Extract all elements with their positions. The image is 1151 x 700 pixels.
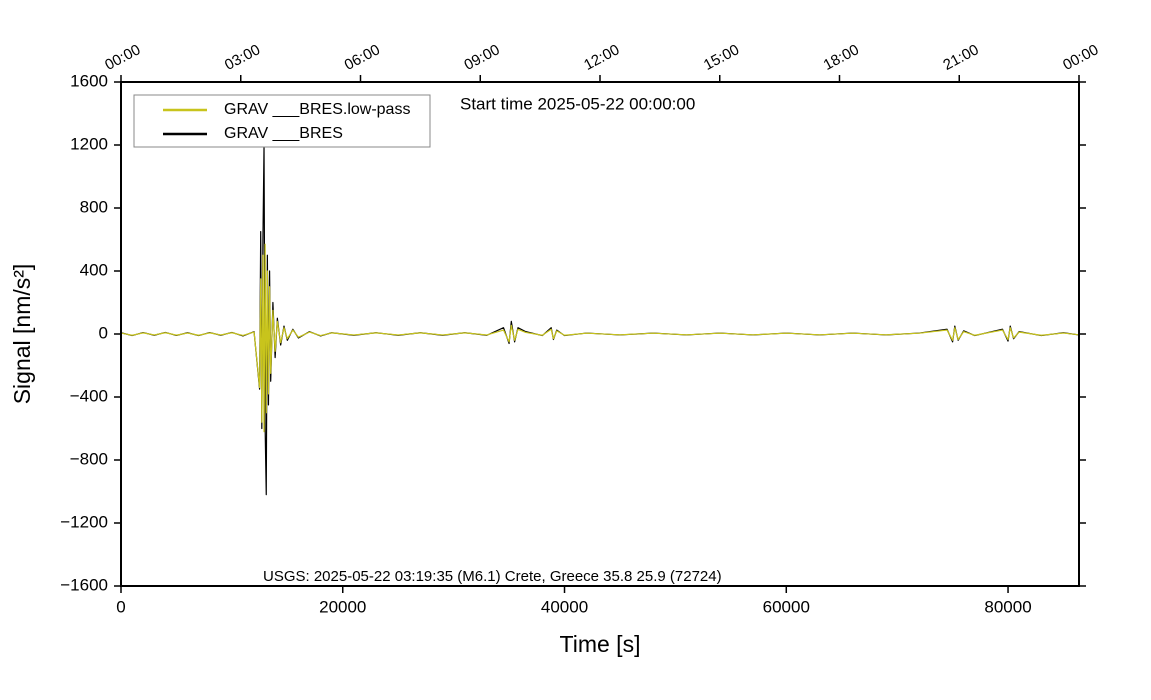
x2-tick-label: 21:00	[940, 41, 981, 74]
legend-label: GRAV ___BRES	[224, 125, 343, 142]
x2-tick-label: 00:00	[102, 41, 143, 74]
x-tick-label: 60000	[763, 597, 810, 616]
legend-box	[133, 94, 431, 148]
y-tick-label: 400	[80, 260, 108, 279]
legend-label: GRAV ___BRES.low-pass	[224, 101, 410, 118]
x-axis-label: Time [s]	[560, 631, 641, 657]
y-axis-label: Signal [nm/s²]	[9, 264, 35, 405]
x2-tick-label: 00:00	[1060, 41, 1101, 74]
y-tick-label: −1600	[60, 575, 108, 594]
y-tick-label: 800	[80, 197, 108, 216]
x-tick-label: 0	[116, 597, 125, 616]
plot-frame	[120, 81, 1080, 587]
y-tick-label: 1600	[70, 71, 108, 90]
y-tick-label: −400	[70, 386, 108, 405]
x2-tick-label: 09:00	[461, 41, 502, 74]
x2-tick-label: 15:00	[701, 41, 742, 74]
x2-tick-label: 18:00	[821, 41, 862, 74]
start-time: Start time 2025-05-22 00:00:00	[460, 94, 695, 113]
x-tick-label: 40000	[541, 597, 588, 616]
x2-tick-label: 06:00	[342, 41, 383, 74]
y-tick-label: −1200	[60, 512, 108, 531]
y-tick-label: 0	[99, 323, 108, 342]
x-tick-label: 80000	[984, 597, 1031, 616]
x-tick-label: 20000	[319, 597, 366, 616]
x2-tick-label: 03:00	[222, 41, 263, 74]
y-tick-label: −800	[70, 449, 108, 468]
x2-tick-label: 12:00	[581, 41, 622, 74]
signal-line	[120, 243, 1080, 433]
event-note: USGS: 2025-05-22 03:19:35 (M6.1) Crete, …	[263, 568, 722, 585]
y-tick-label: 1200	[70, 134, 108, 153]
